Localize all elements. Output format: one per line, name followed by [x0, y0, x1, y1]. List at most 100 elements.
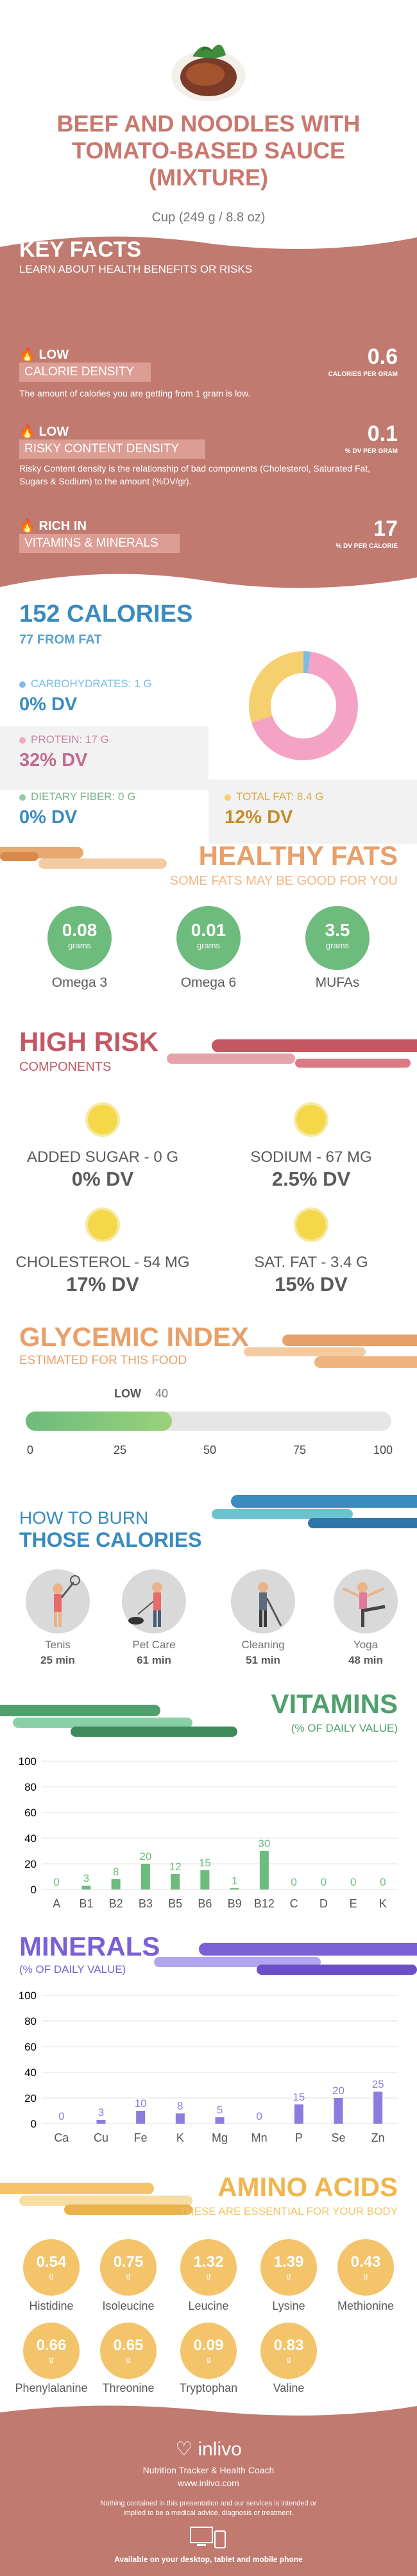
bar-value-label: 15: [293, 2091, 305, 2103]
x-tick-label: Zn: [371, 2131, 385, 2144]
calorie-density-level: 🔥 LOW: [19, 348, 69, 362]
x-tick-label: Mg: [212, 2131, 228, 2144]
footer-url[interactable]: www.inlivo.com: [178, 2478, 239, 2488]
sodium-dv: 2.5% DV: [271, 1168, 351, 1190]
omega3-circle: 0.08 grams: [47, 906, 112, 970]
bar-value-label: 0: [380, 1876, 386, 1888]
bar-Zn: [373, 2092, 383, 2124]
x-tick-label: B5: [168, 1897, 182, 1910]
burn-activity-label: Tenis: [45, 1639, 71, 1651]
bar-K: [175, 2113, 185, 2124]
vitamins-minerals-value: 17: [373, 516, 398, 541]
bar-B5: [171, 1874, 180, 1889]
bar-value-label: 25: [372, 2078, 384, 2090]
vitamins-minerals-label: VITAMINS & MINERALS: [19, 534, 180, 553]
calorie-density-label: CALORIE DENSITY: [19, 363, 151, 382]
leucine-circle: 1.32 g: [180, 2239, 237, 2296]
histidine-circle: 0.54 g: [23, 2239, 80, 2296]
amino-stripes: [0, 2183, 192, 2215]
methionine-label: Methionine: [337, 2299, 395, 2312]
bar-value-label: 0: [321, 1876, 327, 1888]
nutrient-protein: PROTEIN: 17 g 32% DV: [19, 733, 109, 771]
y-tick-label: 20: [24, 1858, 37, 1870]
vitamins-bar-chart: 0 20 40 60 80 100 0 A 3 B1 8 B2 20 B3 12 B5 15 B6 1 B9 30 B12…: [19, 1755, 398, 1910]
y-tick-label: 0: [31, 2118, 37, 2130]
y-tick-label: 80: [24, 1781, 37, 1793]
minerals-stripes: [154, 1943, 417, 1975]
risky-density-value: 0.1: [367, 422, 398, 446]
glycemic-track: [26, 1412, 391, 1431]
dog-walker-icon: [122, 1569, 186, 1633]
valine-circle: 0.83 g: [260, 2323, 317, 2379]
food-photo: [167, 31, 250, 105]
footer-availability: Available on your desktop, tablet and mo…: [114, 2555, 303, 2564]
burn-activity-minutes: 51 min: [246, 1654, 280, 1666]
x-tick-label: P: [295, 2131, 303, 2144]
bar-B12: [259, 1851, 269, 1889]
key-facts-background: [0, 236, 417, 588]
calorie-density-value: 0.6: [367, 345, 398, 369]
phenylalanine-circle: 0.66 g: [23, 2323, 80, 2379]
vitamins-minerals-unit: % DV PER CALORIE: [336, 543, 398, 550]
tryptophan-circle: 0.09 g: [180, 2323, 237, 2379]
serving-size: Cup (249 g / 8.8 oz): [151, 210, 266, 225]
y-tick-label: 80: [24, 2015, 37, 2027]
high-risk-subtitle: COMPONENTS: [19, 1060, 112, 1074]
bar-value-label: 0: [256, 2110, 262, 2122]
flame-icon: 🔥: [19, 425, 35, 439]
x-tick-label: Se: [331, 2131, 345, 2144]
x-tick-label: K: [176, 2131, 184, 2144]
vitamins-subtitle: (% OF DAILY VALUE): [291, 1722, 398, 1734]
bar-value-label: 3: [83, 1872, 89, 1884]
burn-activity-minutes: 61 min: [137, 1654, 171, 1666]
healthy-fats-title: HEALTHY FATS: [198, 840, 398, 871]
valine-label: Valine: [273, 2382, 305, 2394]
bar-value-label: 5: [217, 2104, 223, 2116]
threonine-circle: 0.65 g: [100, 2323, 157, 2379]
bar-value-label: 20: [332, 2085, 345, 2097]
leucine-label: Leucine: [188, 2299, 229, 2312]
calories-from-fat: 77 FROM FAT: [19, 633, 102, 647]
footer-disclaimer: Nothing contained in this presentation a…: [100, 2500, 317, 2517]
minerals-title: MINERALS: [19, 1931, 160, 1961]
x-tick-label: Ca: [54, 2131, 69, 2144]
x-tick-label: Fe: [134, 2131, 148, 2144]
mufas-circle: 3.5 grams: [305, 906, 370, 970]
gi-tick: 100: [373, 1444, 393, 1456]
smiley-icon: [294, 1102, 328, 1137]
smiley-icon: [294, 1207, 328, 1242]
high-risk-title: HIGH RISK: [19, 1027, 159, 1057]
bar-value-label: 1: [232, 1875, 237, 1887]
burn-activity-label: Yoga: [353, 1639, 379, 1651]
risky-density-unit: % DV PER GRAM: [345, 448, 398, 455]
vitamins-title: VITAMINS: [271, 1689, 398, 1719]
footer-brand[interactable]: ♡ inlivo: [175, 2439, 242, 2460]
x-tick-label: A: [53, 1897, 60, 1910]
smiley-icon: [85, 1207, 120, 1242]
bar-B9: [230, 1888, 239, 1889]
bar-value-label: 0: [53, 1876, 59, 1888]
bar-B1: [81, 1886, 91, 1889]
burn-activity-minutes: 48 min: [348, 1654, 383, 1666]
threonine-label: Threonine: [102, 2382, 155, 2394]
bar-B3: [140, 1864, 150, 1889]
cleaning-person-icon: [231, 1569, 295, 1633]
lysine-label: Lysine: [272, 2299, 305, 2312]
burn-activity-minutes: 25 min: [40, 1654, 75, 1666]
risky-density-label: RISKY CONTENT DENSITY: [19, 439, 205, 459]
x-tick-label: B3: [139, 1897, 153, 1910]
bar-Se: [334, 2098, 343, 2124]
added-sugar-label: ADDED SUGAR - 0 g: [26, 1148, 179, 1166]
nutrient-fiber: DIETARY FIBER: 0 g 0% DV: [19, 790, 136, 828]
calorie-density-desc: The amount of calories you are getting f…: [19, 388, 251, 398]
burn-activity-label: Pet Care: [132, 1639, 176, 1651]
amino-subtitle: THESE ARE ESSENTIAL FOR YOUR BODY: [179, 2205, 398, 2217]
bar-B6: [200, 1870, 210, 1889]
footer-wave: [0, 2405, 417, 2425]
sat-fat-label: SAT. FAT - 3.4 g: [254, 1254, 368, 1271]
x-tick-label: D: [319, 1897, 328, 1910]
tryptophan-label: Tryptophan: [179, 2382, 238, 2394]
flame-icon: 🔥: [19, 348, 35, 362]
phenylalanine-label: Phenylalanine: [15, 2382, 88, 2394]
glycemic-value: 40: [155, 1387, 169, 1400]
